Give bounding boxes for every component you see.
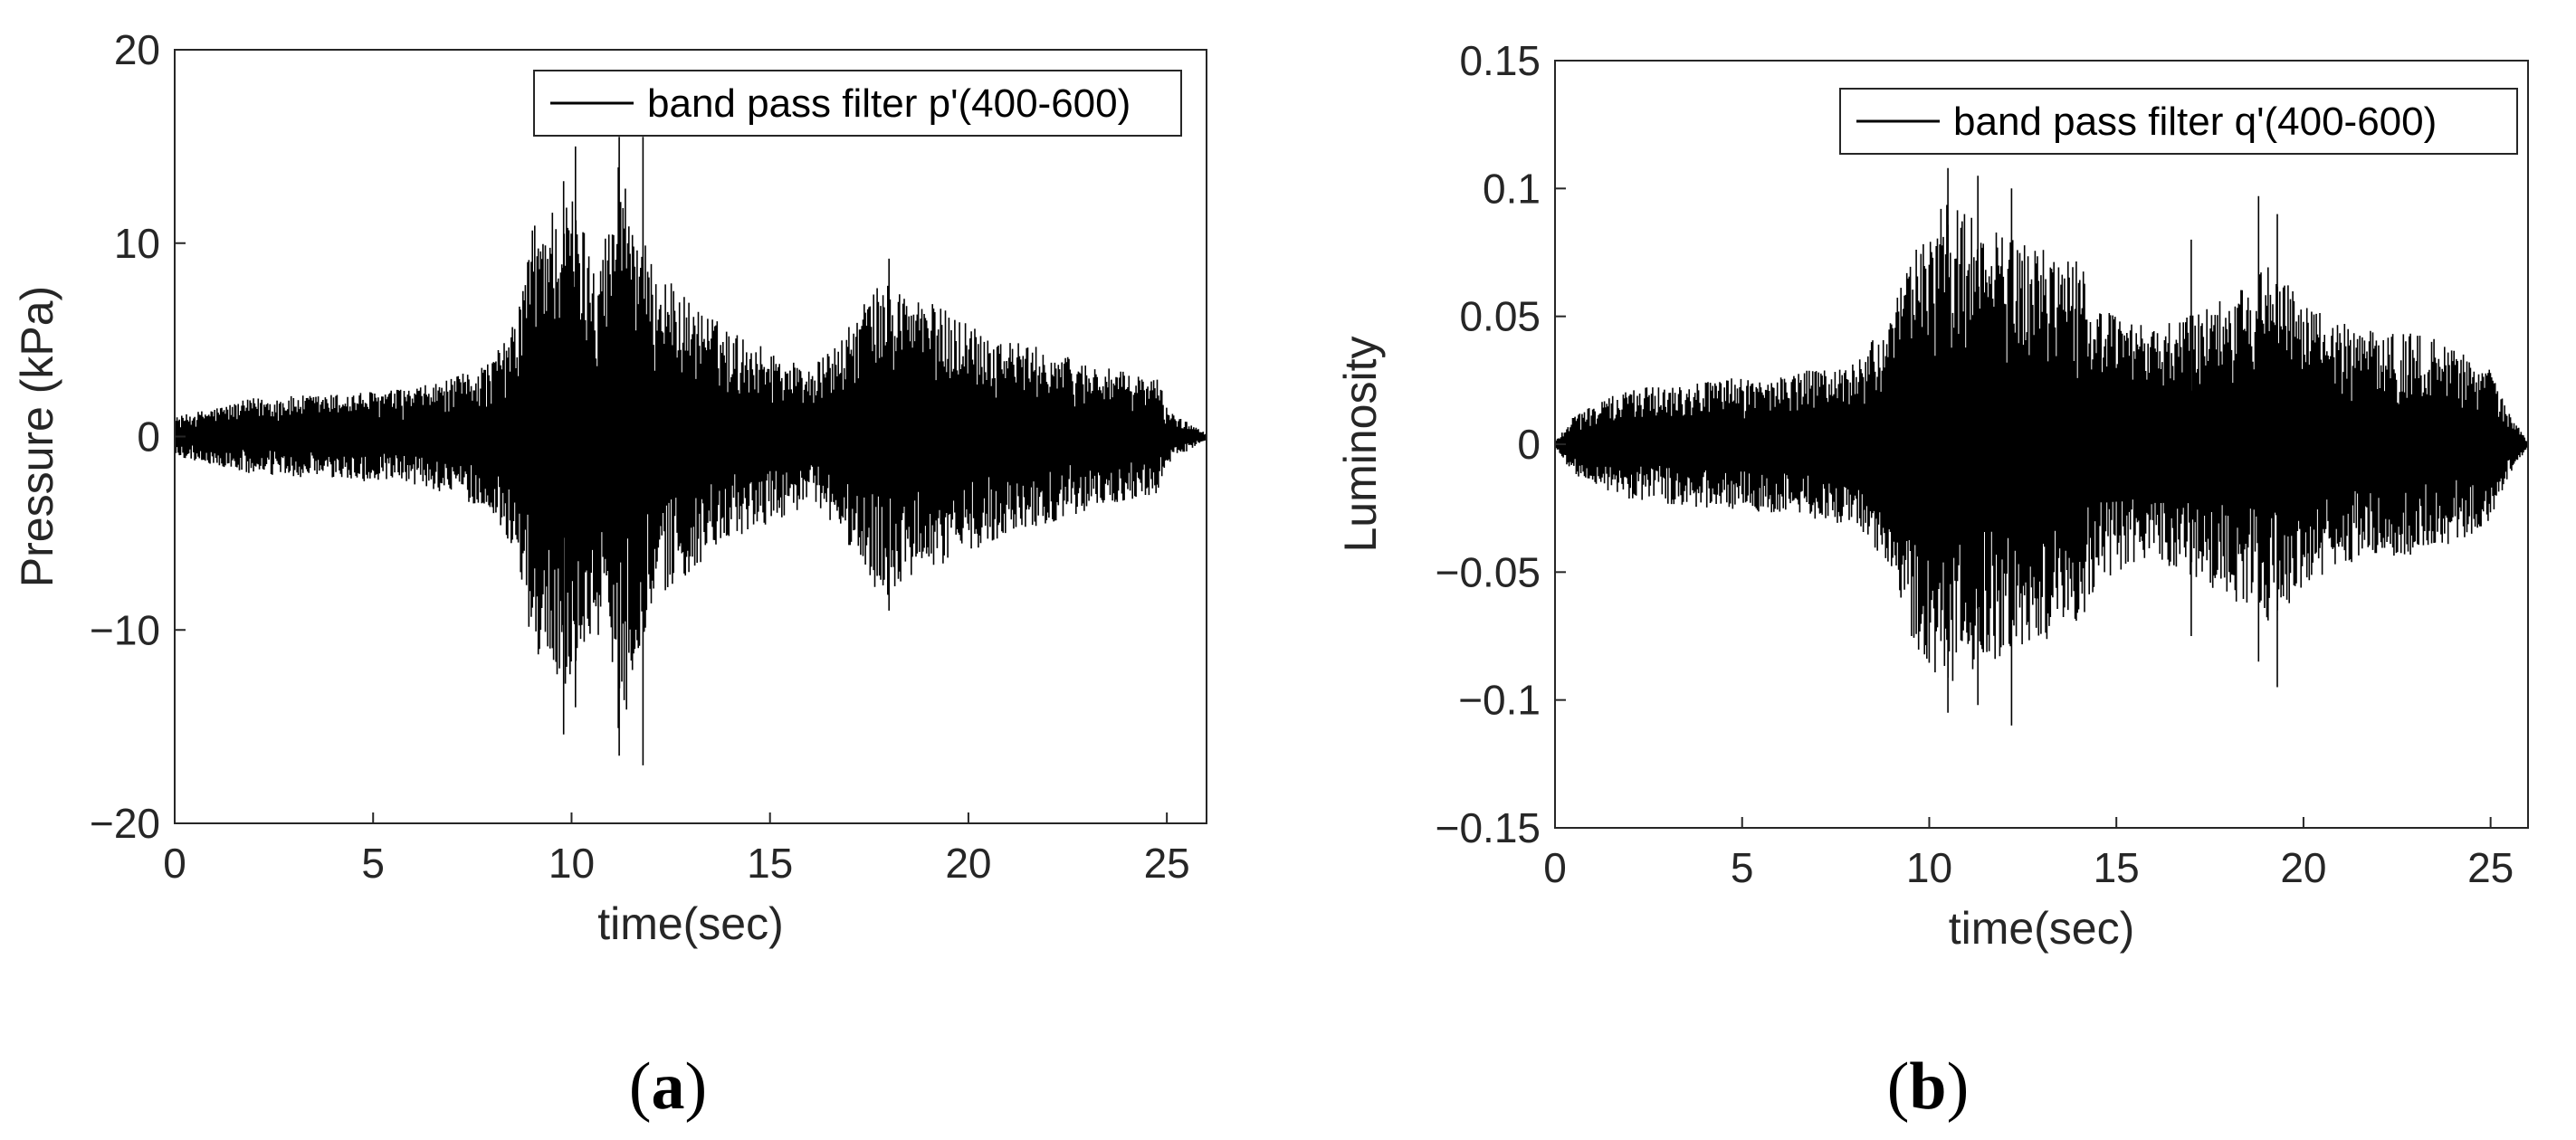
legend-label-b: band pass filter q'(400-600) <box>1953 100 2437 144</box>
x-axis-label-a: time(sec) <box>597 898 784 949</box>
y-tick-label: 0 <box>137 413 160 461</box>
legend-label-a: band pass filter p'(400-600) <box>647 81 1131 126</box>
axis-ticks-a: 0 5 10 15 20 25 −20 −10 0 10 20 <box>90 26 1190 887</box>
y-axis-label-b: Luminosity <box>1335 337 1386 553</box>
x-tick-label: 15 <box>2094 844 2140 891</box>
axis-ticks-b: 0 5 10 15 20 25 −0.15 −0.1 −0.05 0 0.05 0.1 0.15 <box>1436 37 2514 891</box>
x-tick-label: 20 <box>945 840 991 887</box>
x-tick-label: 25 <box>2467 844 2514 891</box>
legend-b: band pass filter q'(400-600) <box>1839 88 2518 155</box>
legend-a: band pass filter p'(400-600) <box>533 70 1182 137</box>
signal-waveform-b <box>1554 167 2528 726</box>
y-tick-label: −20 <box>90 800 160 847</box>
panel-caption-a: (a) <box>629 1050 707 1124</box>
y-tick-label: 0.1 <box>1483 165 1541 212</box>
waveform-trace <box>174 137 1207 765</box>
y-tick-label: 0.05 <box>1459 293 1541 340</box>
x-axis-label-b: time(sec) <box>1949 903 2135 954</box>
y-tick-label: 0 <box>1517 421 1541 468</box>
waveform-trace <box>1554 167 2528 726</box>
legend-box-a <box>533 70 1182 137</box>
x-tick-label: 20 <box>2280 844 2326 891</box>
legend-box-b <box>1839 88 2518 155</box>
y-tick-label: 20 <box>114 26 160 73</box>
panel-caption-a-letter: a <box>652 1050 685 1124</box>
y-tick-label: −10 <box>90 606 160 653</box>
signal-waveform-a <box>174 137 1207 765</box>
y-tick-label: 0.15 <box>1459 37 1541 84</box>
panel-caption-b: (b) <box>1887 1050 1969 1124</box>
y-axis-label-a: Pressure (kPa) <box>12 286 62 587</box>
x-tick-label: 10 <box>1906 844 1952 891</box>
x-tick-label: 0 <box>163 840 186 887</box>
y-tick-label: −0.05 <box>1436 548 1541 595</box>
chart-panel-a: 0 5 10 15 20 25 −20 −10 0 10 20 time(sec) Pressure… <box>12 26 1207 949</box>
y-tick-label: 10 <box>114 220 160 267</box>
x-tick-label: 5 <box>361 840 385 887</box>
x-tick-label: 5 <box>1731 844 1754 891</box>
y-tick-label: −0.1 <box>1458 677 1541 724</box>
panel-caption-b-letter: b <box>1909 1050 1946 1124</box>
x-tick-label: 10 <box>549 840 595 887</box>
x-tick-label: 0 <box>1543 844 1567 891</box>
chart-panel-b: 0 5 10 15 20 25 −0.15 −0.1 −0.05 0 0.05 0.1 0.15 tim… <box>1335 37 2529 954</box>
y-tick-label: −0.15 <box>1436 804 1541 851</box>
x-tick-label: 15 <box>747 840 793 887</box>
x-tick-label: 25 <box>1144 840 1190 887</box>
